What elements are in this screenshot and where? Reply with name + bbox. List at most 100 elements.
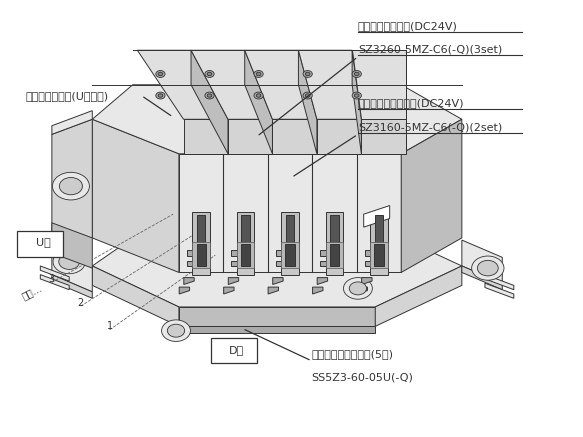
Circle shape bbox=[354, 72, 359, 76]
Polygon shape bbox=[229, 277, 238, 284]
Polygon shape bbox=[196, 244, 206, 266]
Text: SZ3260-5MZ-C6(-Q)(3set): SZ3260-5MZ-C6(-Q)(3set) bbox=[358, 45, 502, 55]
Polygon shape bbox=[40, 274, 69, 290]
Circle shape bbox=[352, 92, 361, 99]
Polygon shape bbox=[179, 287, 189, 294]
Polygon shape bbox=[273, 277, 283, 284]
Polygon shape bbox=[320, 261, 329, 267]
Circle shape bbox=[205, 92, 214, 99]
Polygon shape bbox=[370, 242, 388, 268]
Circle shape bbox=[305, 94, 310, 97]
Polygon shape bbox=[237, 242, 254, 268]
Polygon shape bbox=[241, 215, 250, 252]
Text: 3: 3 bbox=[49, 274, 55, 284]
Polygon shape bbox=[224, 287, 234, 294]
Text: 連数…: 連数… bbox=[20, 282, 44, 301]
Circle shape bbox=[254, 92, 263, 99]
Polygon shape bbox=[326, 244, 343, 274]
Circle shape bbox=[156, 92, 165, 99]
Circle shape bbox=[156, 70, 165, 77]
Polygon shape bbox=[52, 119, 92, 253]
Polygon shape bbox=[231, 250, 240, 256]
Polygon shape bbox=[241, 244, 250, 266]
Polygon shape bbox=[320, 250, 329, 256]
Text: シングルソレノイド(DC24V): シングルソレノイド(DC24V) bbox=[358, 98, 465, 108]
Polygon shape bbox=[326, 212, 343, 255]
Text: 2: 2 bbox=[78, 298, 84, 308]
Polygon shape bbox=[370, 244, 388, 274]
Polygon shape bbox=[192, 212, 210, 255]
Circle shape bbox=[53, 250, 85, 274]
Polygon shape bbox=[179, 326, 375, 333]
Polygon shape bbox=[40, 266, 69, 281]
Circle shape bbox=[303, 92, 312, 99]
Text: 1: 1 bbox=[107, 321, 113, 331]
Polygon shape bbox=[298, 50, 361, 119]
Polygon shape bbox=[192, 242, 210, 268]
Polygon shape bbox=[357, 287, 367, 294]
Circle shape bbox=[158, 72, 163, 76]
Circle shape bbox=[161, 320, 191, 341]
Circle shape bbox=[205, 70, 214, 77]
Polygon shape bbox=[298, 50, 317, 154]
Text: U側: U側 bbox=[36, 237, 51, 247]
Polygon shape bbox=[92, 266, 179, 326]
Circle shape bbox=[472, 256, 504, 280]
Circle shape bbox=[305, 72, 310, 76]
Circle shape bbox=[52, 172, 89, 200]
Polygon shape bbox=[352, 50, 406, 119]
Polygon shape bbox=[286, 244, 294, 266]
Polygon shape bbox=[268, 287, 279, 294]
Polygon shape bbox=[231, 261, 240, 267]
Circle shape bbox=[354, 94, 359, 97]
Polygon shape bbox=[187, 250, 195, 256]
Circle shape bbox=[254, 70, 263, 77]
Polygon shape bbox=[184, 277, 194, 284]
Circle shape bbox=[59, 177, 82, 195]
Polygon shape bbox=[462, 240, 503, 283]
Polygon shape bbox=[245, 50, 317, 119]
Polygon shape bbox=[138, 50, 228, 119]
Polygon shape bbox=[92, 238, 462, 307]
Text: ダブルソレノイド(DC24V): ダブルソレノイド(DC24V) bbox=[358, 21, 458, 31]
Polygon shape bbox=[352, 50, 361, 154]
Polygon shape bbox=[462, 266, 503, 290]
Polygon shape bbox=[92, 119, 179, 272]
Polygon shape bbox=[317, 277, 328, 284]
Polygon shape bbox=[370, 212, 388, 255]
Polygon shape bbox=[191, 50, 228, 154]
Polygon shape bbox=[228, 119, 272, 154]
Circle shape bbox=[257, 94, 261, 97]
Text: マニホールドベース(5連): マニホールドベース(5連) bbox=[312, 349, 394, 359]
Text: 給排気ブロック(U側取付): 給排気ブロック(U側取付) bbox=[26, 90, 109, 101]
Polygon shape bbox=[52, 249, 92, 292]
Polygon shape bbox=[374, 244, 384, 266]
Polygon shape bbox=[281, 212, 299, 255]
Polygon shape bbox=[197, 215, 205, 252]
Polygon shape bbox=[191, 50, 272, 119]
Polygon shape bbox=[52, 274, 92, 298]
Polygon shape bbox=[317, 119, 361, 154]
Polygon shape bbox=[330, 244, 339, 266]
Circle shape bbox=[59, 254, 79, 269]
Polygon shape bbox=[237, 244, 254, 274]
Polygon shape bbox=[361, 277, 372, 284]
Polygon shape bbox=[179, 307, 375, 326]
Polygon shape bbox=[364, 261, 373, 267]
Polygon shape bbox=[282, 242, 298, 268]
Polygon shape bbox=[237, 212, 255, 255]
Polygon shape bbox=[276, 250, 285, 256]
Circle shape bbox=[167, 324, 185, 337]
Polygon shape bbox=[364, 205, 389, 227]
Polygon shape bbox=[364, 250, 373, 256]
Circle shape bbox=[477, 260, 498, 276]
Circle shape bbox=[257, 72, 261, 76]
FancyBboxPatch shape bbox=[211, 337, 258, 364]
Polygon shape bbox=[276, 261, 285, 267]
Circle shape bbox=[158, 94, 163, 97]
Polygon shape bbox=[375, 266, 462, 326]
Polygon shape bbox=[52, 111, 92, 134]
Polygon shape bbox=[187, 261, 195, 267]
Circle shape bbox=[207, 72, 212, 76]
Polygon shape bbox=[401, 119, 462, 272]
